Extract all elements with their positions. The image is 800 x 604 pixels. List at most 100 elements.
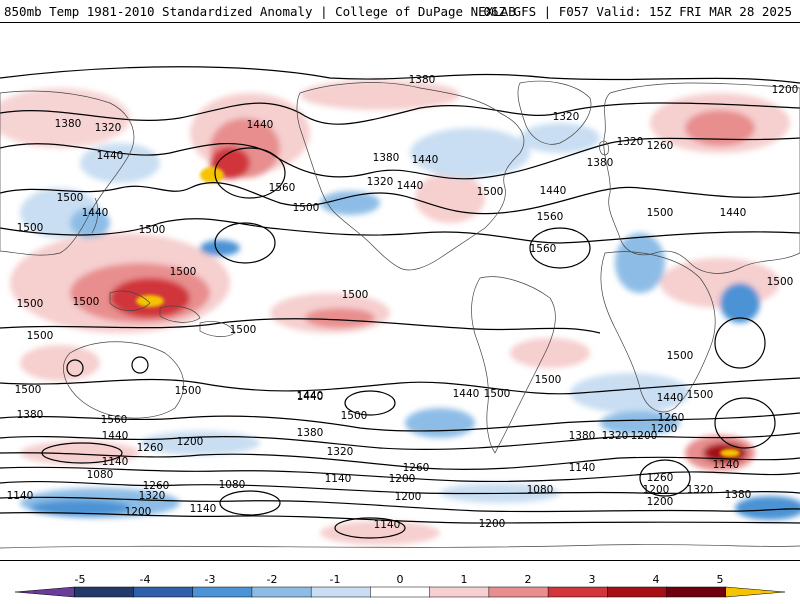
contour-label: 1500: [477, 186, 504, 198]
colorbar-tick-label: 3: [589, 573, 596, 586]
contour-label: 1440: [453, 388, 480, 400]
colorbar-tick-label: -4: [140, 573, 151, 586]
contour-label: 1440: [720, 207, 747, 219]
contour-label: 1320: [617, 136, 644, 148]
contour-label: 1440: [297, 391, 324, 403]
contour-label: 1080: [87, 469, 114, 481]
contour-label: 1500: [175, 385, 202, 397]
contour-label: 1500: [341, 410, 368, 422]
contour-label: 1500: [293, 202, 320, 214]
contour-label: 1560: [269, 182, 296, 194]
contour-label: 1380: [55, 118, 82, 130]
contour-label: 1140: [713, 459, 740, 471]
colorbar-swatch: [547, 586, 609, 598]
contour-label: 1200: [479, 518, 506, 530]
contour-label: 1140: [569, 462, 596, 474]
contour-label: 1380: [17, 409, 44, 421]
contour-label: 1200: [631, 430, 658, 442]
contour-label: 1560: [101, 414, 128, 426]
contour-label: 1200: [647, 496, 674, 508]
colorbar-swatch: [310, 586, 372, 598]
contour-label: 1500: [342, 289, 369, 301]
colorbar-swatch: [488, 586, 549, 598]
contour-label: 1320: [367, 176, 394, 188]
colorbar-swatches: [14, 586, 786, 598]
extreme-anomaly-spots: [136, 167, 740, 457]
contour-label: 1200: [389, 473, 416, 485]
contour-label: 1200: [125, 506, 152, 518]
contour-label: 1260: [658, 412, 685, 424]
contour-label: 1440: [297, 390, 324, 402]
contour-label: 1440: [397, 180, 424, 192]
contour-label: 1320: [95, 122, 122, 134]
colorbar-tick-label: -5: [75, 573, 86, 586]
contour-label: 1440: [97, 150, 124, 162]
contour-label: 1500: [170, 266, 197, 278]
colorbar-swatch: [14, 586, 75, 598]
colorbar-tick-label: -2: [267, 573, 278, 586]
contour-label: 1440: [102, 430, 129, 442]
contour-label: 1440: [540, 185, 567, 197]
colorbar-swatch: [725, 586, 786, 598]
contour-label: 1500: [73, 296, 100, 308]
colorbar-tick-label: 0: [397, 573, 404, 586]
contour-label: 1380: [409, 74, 436, 86]
contour-label: 1320: [553, 111, 580, 123]
model-run-valid-time: 06Z GFS | F057 Valid: 15Z FRI MAR 28 202…: [483, 4, 792, 19]
contour-label: 1260: [647, 472, 674, 484]
contour-label: 1380: [297, 427, 324, 439]
contour-label: 1140: [7, 490, 34, 502]
contour-label: 1080: [219, 479, 246, 491]
colorbar-swatch: [607, 586, 668, 598]
contour-label: 1500: [17, 222, 44, 234]
colorbar-swatch: [73, 586, 135, 598]
contour-label: 1560: [537, 211, 564, 223]
contour-label: 1500: [57, 192, 84, 204]
contour-label: 1440: [657, 392, 684, 404]
contour-label: 1320: [687, 484, 714, 496]
contour-label: 1140: [190, 503, 217, 515]
contour-label: 1440: [412, 154, 439, 166]
colorbar-tick-label: -3: [205, 573, 216, 586]
contour-label: 1140: [374, 519, 401, 531]
contour-label: 1500: [230, 324, 257, 336]
contour-label: 1320: [602, 430, 629, 442]
contour-label: 1500: [17, 298, 44, 310]
colorbar-tick-label: -1: [330, 573, 341, 586]
colorbar-legend: -5 -4 -3 -2 -1 0 1 2 3 4 5: [0, 572, 800, 600]
contour-label: 1380: [569, 430, 596, 442]
contour-label: 1500: [687, 389, 714, 401]
contour-label: 1380: [373, 152, 400, 164]
contour-label: 1500: [647, 207, 674, 219]
contour-label: 1500: [535, 374, 562, 386]
contour-labels: 1380 1320 1440 1500 1440 1500 1500 1440 …: [7, 74, 799, 531]
contour-label: 1140: [325, 473, 352, 485]
height-contours: [0, 66, 800, 539]
contour-label: 1500: [767, 276, 794, 288]
contour-label: 1440: [247, 119, 274, 131]
map-title: 850mb Temp 1981-2010 Standardized Anomal…: [4, 4, 516, 19]
contour-label: 1500: [667, 350, 694, 362]
contour-label: 1200: [651, 423, 678, 435]
contour-label: 1200: [395, 491, 422, 503]
colorbar-swatch: [666, 586, 727, 598]
colorbar-swatch: [370, 586, 431, 598]
colorbar-tick-label: 5: [717, 573, 724, 586]
colorbar-swatch: [133, 586, 194, 598]
contour-label: 1200: [177, 436, 204, 448]
contour-label: 1380: [587, 157, 614, 169]
coastlines: [0, 80, 800, 549]
colorbar-tick-label: 2: [525, 573, 532, 586]
colorbar-swatch: [192, 586, 253, 598]
contour-label: 1260: [143, 480, 170, 492]
colorbar-swatch: [251, 586, 312, 598]
contour-label: 1140: [102, 456, 129, 468]
map-svg: 1380 1320 1440 1500 1440 1500 1500 1440 …: [0, 66, 800, 549]
contour-label: 1500: [27, 330, 54, 342]
colorbar-tick-label: 4: [653, 573, 660, 586]
anomaly-map: 1380 1320 1440 1500 1440 1500 1500 1440 …: [0, 22, 800, 561]
contour-label: 1200: [772, 84, 799, 96]
colorbar-svg: -5 -4 -3 -2 -1 0 1 2 3 4 5: [14, 573, 786, 598]
contour-label: 1080: [527, 484, 554, 496]
colorbar-ticks: -5 -4 -3 -2 -1 0 1 2 3 4 5: [75, 573, 724, 586]
